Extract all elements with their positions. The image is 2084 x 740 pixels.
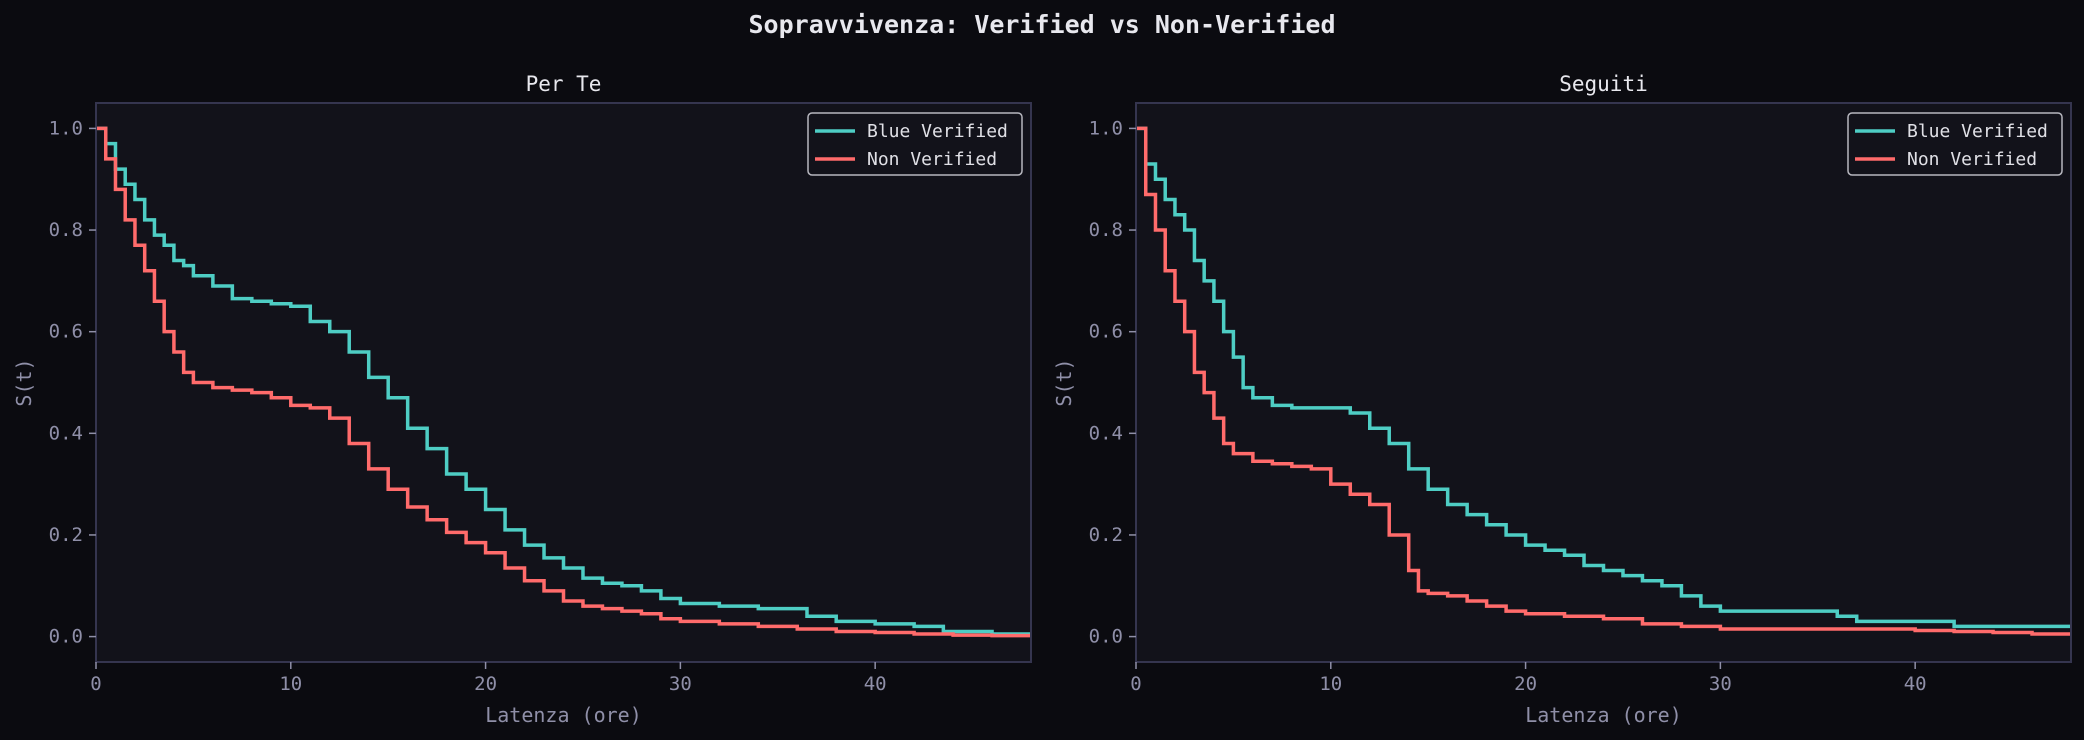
legend-label: Blue Verified [1907, 121, 2048, 142]
series-line-blue-verified [1136, 126, 2071, 629]
legend-box [807, 112, 1023, 176]
x-tick-label: 40 [1904, 673, 1927, 695]
series-line-non-verified [1136, 126, 2071, 636]
x-tick-label: 20 [474, 673, 497, 695]
legend-label: Blue Verified [867, 121, 1008, 142]
axes-background [1136, 103, 2071, 662]
y-axis-title: S(t) [1052, 358, 1076, 406]
y-tick-label: 1.0 [49, 117, 83, 139]
y-tick-label: 0.6 [49, 321, 83, 343]
chart-panel-per-te: Per Te 0 10 20 30 40 0.0 0.2 0.4 0.6 0.8 1.0 Latenza… [12, 72, 1032, 727]
x-tick-label: 20 [1514, 673, 1537, 695]
y-tick-label: 0.2 [49, 524, 83, 546]
y-tick-label: 1.0 [1089, 117, 1123, 139]
axes-background [96, 103, 1031, 662]
panel-title: Seguiti [1559, 72, 1648, 96]
x-axis-title: Latenza (ore) [485, 703, 642, 727]
x-tick-label: 0 [90, 673, 101, 695]
legend-label: Non Verified [867, 149, 997, 170]
y-tick-label: 0.0 [1089, 626, 1123, 648]
y-tick-label: 0.6 [1089, 321, 1123, 343]
x-tick-label: 40 [864, 673, 887, 695]
y-tick-label: 0.0 [49, 626, 83, 648]
chart-panel-seguiti: Seguiti 0 10 20 30 40 0.0 0.2 0.4 0.6 0.8 1.0 Latenz… [1052, 72, 2072, 727]
y-tick-label: 0.8 [1089, 219, 1123, 241]
y-axis-title: S(t) [12, 358, 36, 406]
legend-box [1847, 112, 2063, 176]
panel-title: Per Te [526, 72, 602, 96]
y-tick-label: 0.8 [49, 219, 83, 241]
y-tick-label: 0.4 [49, 422, 83, 444]
axes-frame [95, 102, 1032, 663]
y-tick-label: 0.2 [1089, 524, 1123, 546]
legend: Blue Verified Non Verified [807, 112, 1023, 176]
x-tick-label: 30 [669, 673, 692, 695]
series-line-non-verified [96, 126, 1031, 638]
x-tick-label: 30 [1709, 673, 1732, 695]
x-tick-label: 10 [279, 673, 302, 695]
series-line-blue-verified [96, 126, 1031, 637]
legend-label: Non Verified [1907, 149, 2037, 170]
legend: Blue Verified Non Verified [1847, 112, 2063, 176]
x-tick-label: 0 [1130, 673, 1141, 695]
axes-frame [1135, 102, 2072, 663]
y-tick-label: 0.4 [1089, 422, 1123, 444]
figure-title: Sopravvivenza: Verified vs Non-Verified [748, 10, 1336, 39]
x-tick-label: 10 [1319, 673, 1342, 695]
x-axis-title: Latenza (ore) [1525, 703, 1682, 727]
